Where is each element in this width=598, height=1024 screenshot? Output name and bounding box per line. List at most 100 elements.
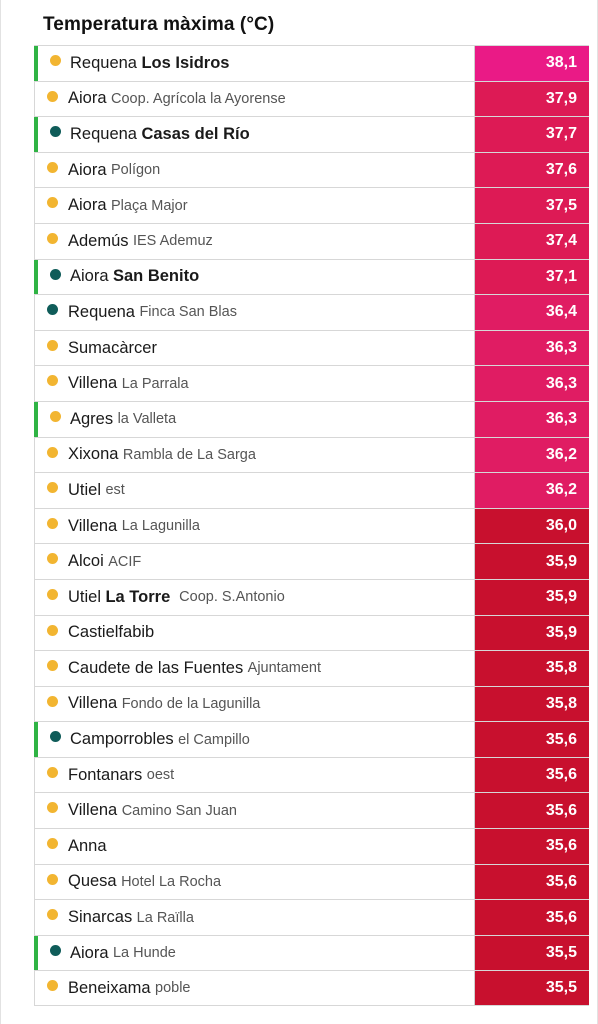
table-row[interactable]: Utiel La Torre Coop. S.Antonio 35,9: [34, 578, 589, 615]
station-name-cell: Sumacàrcer: [34, 330, 475, 366]
station-detail: San Benito: [112, 267, 200, 286]
yellow-dot-icon: [47, 339, 58, 351]
table-row[interactable]: Villena La Lagunilla 36,0: [34, 507, 589, 544]
station-place: Fontanars: [68, 765, 143, 784]
station-name-cell: Castielfabib: [34, 615, 475, 651]
station-name-cell: Aiora La Hunde: [34, 935, 475, 971]
station-place: Sinarcas: [68, 908, 133, 927]
station-name-cell: Beneixama poble: [34, 971, 475, 1006]
yellow-dot-icon: [47, 660, 58, 672]
station-name-cell: Utiel est: [34, 473, 475, 508]
table-row[interactable]: Villena Fondo de la Lagunilla 35,8: [34, 685, 589, 722]
temperature-table: Requena Los Isidros 38,1 Aiora Coop. Agríc…: [34, 45, 589, 1007]
table-row[interactable]: Requena Casas del Río 37,7: [34, 116, 589, 152]
teal-dot-icon: [50, 268, 61, 280]
station-name-cell: Caudete de las Fuentes Ajuntament: [34, 651, 475, 686]
table-row[interactable]: Anna 35,6: [34, 828, 589, 864]
temperature-value: 36,3: [475, 330, 589, 366]
temperature-value: 37,1: [475, 259, 589, 295]
station-detail: Ajuntament: [247, 660, 322, 677]
yellow-dot-icon: [47, 197, 58, 209]
yellow-dot-icon: [47, 375, 58, 387]
yellow-dot-icon: [47, 802, 58, 814]
table-row[interactable]: Requena Finca San Blas 36,4: [34, 294, 589, 330]
station-name-cell: Quesa Hotel La Rocha: [34, 864, 475, 900]
table-row[interactable]: Castielfabib 35,9: [34, 614, 589, 651]
table-row[interactable]: Aiora Polígon 37,6: [34, 151, 589, 188]
temperature-value: 35,9: [475, 544, 589, 579]
temperature-value: 35,6: [475, 722, 589, 757]
table-row[interactable]: Aiora Coop. Agrícola la Ayorense 37,9: [34, 80, 589, 117]
station-name-cell: Fontanars oest: [34, 757, 475, 793]
station-name-cell: Ademús IES Ademuz: [34, 223, 475, 259]
temperature-value: 36,0: [475, 508, 589, 544]
station-place: Caudete de las Fuentes: [68, 658, 244, 677]
temperature-value: 37,6: [475, 152, 589, 188]
table-row[interactable]: Camporrobles el Campillo 35,6: [34, 721, 589, 757]
table-row[interactable]: Villena Camino San Juan 35,6: [34, 792, 589, 829]
table-row[interactable]: Sumacàrcer 36,3: [34, 329, 589, 366]
station-detail: Casas del Río: [141, 124, 250, 143]
yellow-dot-icon: [47, 482, 58, 494]
station-detail: Polígon: [110, 162, 161, 179]
yellow-dot-icon: [47, 588, 58, 600]
station-place: Villena: [68, 694, 118, 713]
station-place: Utiel: [68, 480, 102, 499]
teal-dot-icon: [50, 126, 61, 138]
station-detail: IES Ademuz: [132, 233, 213, 250]
station-detail: La Lagunilla: [121, 518, 200, 535]
table-row[interactable]: Utiel est 36,2: [34, 472, 589, 508]
temperature-value: 37,9: [475, 81, 589, 117]
station-place: Anna: [68, 836, 107, 855]
station-place: Requena: [70, 53, 137, 72]
station-place: Beneixama: [68, 978, 151, 997]
table-row[interactable]: Caudete de las Fuentes Ajuntament 35,8: [34, 650, 589, 686]
temperature-value: 36,2: [475, 473, 589, 508]
temperature-value: 36,2: [475, 437, 589, 473]
station-place: Castielfabib: [68, 623, 155, 642]
temperature-value: 37,5: [475, 188, 589, 223]
station-place: Aiora: [68, 196, 107, 215]
temperature-value: 36,4: [475, 295, 589, 330]
temperature-value: 35,6: [475, 864, 589, 900]
station-name-cell: Villena La Parrala: [34, 366, 475, 401]
yellow-dot-icon: [47, 695, 58, 707]
teal-dot-icon: [50, 944, 61, 956]
teal-dot-icon: [50, 731, 61, 743]
table-row[interactable]: Aiora San Benito 37,1: [34, 258, 589, 295]
station-extra: Coop. S.Antonio: [179, 589, 285, 606]
temperature-value: 35,8: [475, 686, 589, 722]
yellow-dot-icon: [47, 873, 58, 885]
yellow-dot-icon: [47, 909, 58, 921]
table-row[interactable]: Quesa Hotel La Rocha 35,6: [34, 863, 589, 900]
temperature-value: 35,9: [475, 579, 589, 615]
station-place: Villena: [68, 374, 118, 393]
yellow-dot-icon: [47, 90, 58, 102]
station-detail: la Valleta: [117, 411, 177, 428]
table-row[interactable]: Aiora La Hunde 35,5: [34, 934, 589, 971]
temperature-value: 35,8: [475, 651, 589, 686]
table-row[interactable]: Ademús IES Ademuz 37,4: [34, 222, 589, 259]
table-row[interactable]: Xixona Rambla de La Sarga 36,2: [34, 436, 589, 473]
yellow-dot-icon: [50, 410, 61, 422]
table-row[interactable]: Alcoi ACIF 35,9: [34, 543, 589, 579]
table-row[interactable]: Sinarcas La Raïlla 35,6: [34, 899, 589, 935]
station-name-cell: Aiora Plaça Major: [34, 188, 475, 223]
yellow-dot-icon: [47, 624, 58, 636]
temperature-value: 37,7: [475, 117, 589, 152]
station-name-cell: Aiora Polígon: [34, 152, 475, 188]
yellow-dot-icon: [47, 838, 58, 850]
yellow-dot-icon: [47, 446, 58, 458]
station-name-cell: Anna: [34, 829, 475, 864]
table-row[interactable]: Requena Los Isidros 38,1: [34, 45, 589, 81]
station-detail: Rambla de La Sarga: [122, 446, 256, 463]
station-name-cell: Aiora San Benito: [34, 259, 475, 295]
table-row[interactable]: Beneixama poble 35,5: [34, 970, 589, 1007]
table-row[interactable]: Agres la Valleta 36,3: [34, 400, 589, 437]
table-row[interactable]: Villena La Parrala 36,3: [34, 365, 589, 401]
station-detail: La Parrala: [121, 375, 189, 392]
table-row[interactable]: Aiora Plaça Major 37,5: [34, 187, 589, 223]
temperature-value: 35,6: [475, 900, 589, 935]
table-row[interactable]: Fontanars oest 35,6: [34, 756, 589, 793]
